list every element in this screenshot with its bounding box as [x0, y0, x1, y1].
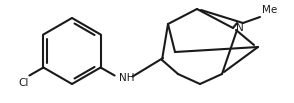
Text: N: N: [236, 23, 244, 33]
Text: Me: Me: [262, 5, 277, 15]
Text: Cl: Cl: [18, 77, 29, 88]
Text: NH: NH: [118, 73, 134, 83]
